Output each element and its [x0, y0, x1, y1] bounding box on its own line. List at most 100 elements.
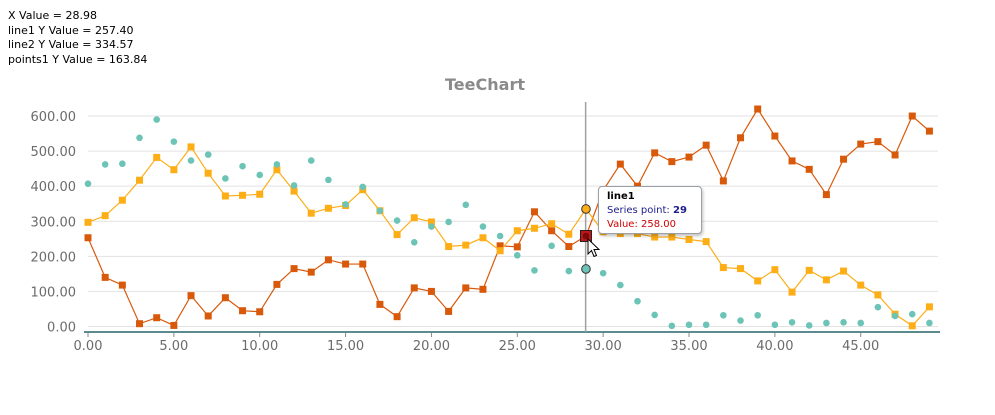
point-tooltip: line1 Series point: 29 Value: 258.00 [598, 186, 702, 234]
line1-point [668, 158, 676, 166]
line1-point [376, 300, 384, 308]
line1-point [479, 285, 487, 293]
points1-point [256, 171, 264, 179]
line2-point [410, 214, 418, 222]
tooltip-point-label: Series point: [607, 205, 673, 216]
points1-point [204, 151, 212, 158]
cursor-marker-points1 [581, 264, 591, 274]
x-tick-label: 45.00 [842, 339, 879, 354]
points1-point [479, 223, 487, 230]
line1-point [788, 157, 796, 165]
points1-point [840, 318, 847, 326]
x-tick-label: 20.00 [413, 339, 450, 354]
points1-point [513, 251, 521, 259]
points1-point [891, 312, 899, 320]
line1-point [410, 284, 418, 292]
points1-point [342, 201, 349, 208]
points1-point [359, 183, 367, 191]
chart-title: TeeChart [445, 75, 525, 94]
line2-point [462, 241, 470, 249]
line2-point [840, 267, 848, 275]
x-axis-labels: 0.00 5.00 10.00 15.00 20.00 25.00 30.00 35.00 40… [74, 339, 880, 354]
x-tick-label: 40.00 [756, 339, 793, 354]
line1-point [393, 313, 401, 321]
cursor-marker-line2 [581, 204, 591, 214]
line1-point [427, 287, 435, 295]
line2-point [84, 218, 92, 226]
line2-point [393, 231, 401, 239]
line2-point [307, 209, 315, 217]
points1-point [702, 321, 710, 329]
y-tick-label: 600.00 [31, 110, 77, 125]
points1-point [926, 319, 933, 327]
line2-point [204, 169, 212, 177]
readout-points1-value: points1 Y Value = 163.84 [8, 53, 148, 67]
x-tick-label: 15.00 [327, 339, 364, 354]
line1-point [118, 281, 126, 289]
points1-point [445, 218, 452, 226]
series-line2 [84, 143, 933, 330]
series-line1 [84, 105, 933, 329]
x-tick-label: 25.00 [499, 339, 536, 354]
line1-point [754, 105, 762, 113]
points1-point [428, 223, 435, 230]
line1-point [513, 243, 521, 251]
points1-point [617, 281, 624, 289]
line2-point [170, 166, 178, 174]
line2-point [324, 204, 332, 212]
line1-point [101, 273, 109, 281]
y-axis-labels: 0.00 100.00 200.00 300.00 400.00 500.00 600.00 [31, 110, 77, 335]
line2-point [651, 233, 659, 241]
line1-point [530, 208, 538, 216]
line1-point [136, 320, 144, 328]
x-tick-label: 0.00 [74, 339, 103, 354]
x-tick-label: 5.00 [159, 339, 188, 354]
points1-point [754, 311, 761, 319]
points1-point [290, 182, 298, 189]
line1-point [925, 127, 933, 135]
line2-point [153, 153, 161, 161]
y-tick-label: 100.00 [31, 285, 77, 300]
line1-point [840, 155, 848, 163]
points1-point [805, 322, 813, 329]
points1-point [119, 160, 126, 168]
line1-point [548, 227, 556, 235]
y-tick-label: 300.00 [31, 215, 77, 230]
y-tick-label: 0.00 [47, 320, 76, 335]
x-tick-label: 30.00 [585, 339, 622, 354]
series-layer [84, 105, 933, 330]
line1-point [805, 165, 813, 173]
line1-point [170, 321, 178, 329]
line1-point [737, 134, 745, 142]
line1-point [771, 132, 779, 140]
line1-point [565, 243, 573, 251]
line2-point [118, 196, 126, 204]
line1-point [445, 307, 453, 315]
line2-point [239, 191, 247, 199]
points1-point [153, 116, 160, 123]
points1-point [222, 175, 229, 182]
points1-point [720, 311, 727, 319]
line1-point [342, 260, 350, 268]
line1-point [891, 151, 899, 159]
line2-point [719, 264, 727, 272]
line2-point [187, 143, 195, 151]
line2-point [445, 243, 453, 251]
points1-point [136, 134, 143, 142]
line1-point [496, 242, 504, 250]
points1-point [771, 321, 779, 329]
points1-point [788, 318, 796, 326]
crosshair-cursor[interactable] [579, 102, 592, 332]
line1-point [822, 191, 830, 199]
points1-point [376, 207, 384, 215]
line2-point [788, 288, 796, 296]
readout-line1-value: line1 Y Value = 257.40 [8, 23, 134, 37]
line2-point [805, 266, 813, 274]
points1-point [496, 232, 504, 240]
points1-point [634, 297, 641, 305]
line2-point [737, 265, 745, 273]
value-readout: X Value = 28.98 line1 Y Value = 257.40 l… [8, 9, 147, 68]
y-tick-label: 400.00 [31, 180, 77, 195]
line1-point [307, 268, 315, 276]
